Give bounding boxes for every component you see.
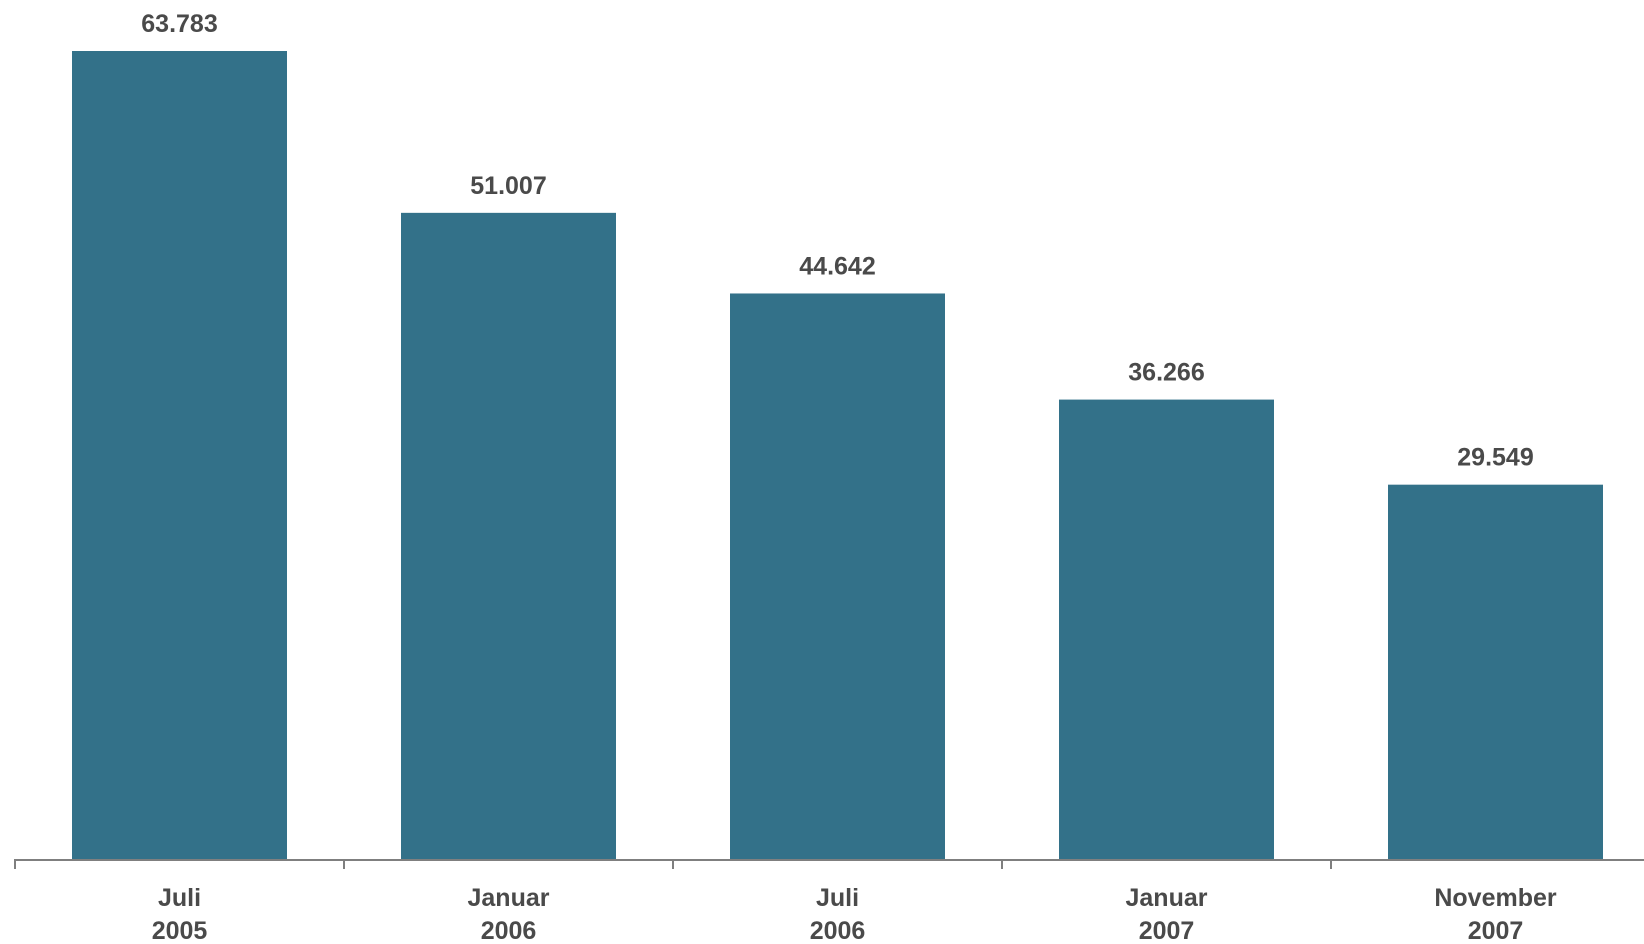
bar-2 — [730, 293, 945, 859]
data-labels-layer: 63.783 51.007 44.642 36.266 29.549 — [141, 10, 1533, 472]
x-tick-label-line1: Juli — [158, 884, 201, 912]
x-tick-label-line1: November — [1434, 884, 1557, 912]
x-tick-label-line1: Januar — [1126, 884, 1208, 912]
bar-1 — [401, 212, 616, 859]
data-label-4: 29.549 — [1457, 444, 1533, 472]
bars-layer — [72, 51, 1603, 859]
x-tick-label-line2: 2007 — [1468, 917, 1524, 944]
data-label-3: 36.266 — [1128, 359, 1204, 387]
x-tick-label-line1: Juli — [816, 884, 859, 912]
x-tick-label-line2: 2005 — [152, 917, 208, 944]
data-label-0: 63.783 — [141, 10, 217, 38]
x-tick-label-1: Januar 2006 — [468, 884, 550, 944]
x-tick-label-4: November 2007 — [1434, 884, 1557, 944]
bar-0 — [72, 51, 287, 859]
data-label-2: 44.642 — [799, 252, 875, 280]
x-tick-label-line2: 2006 — [810, 917, 866, 944]
x-tick-label-3: Januar 2007 — [1126, 884, 1208, 944]
x-tick-label-line2: 2006 — [481, 917, 537, 944]
bar-3 — [1059, 399, 1274, 859]
x-tick-label-line2: 2007 — [1139, 917, 1195, 944]
x-tick-label-2: Juli 2006 — [810, 884, 866, 944]
x-tick-label-line1: Januar — [468, 884, 550, 912]
data-label-1: 51.007 — [470, 172, 546, 200]
x-axis — [14, 859, 1644, 869]
bar-4 — [1388, 484, 1603, 859]
x-tick-label-0: Juli 2005 — [152, 884, 208, 944]
